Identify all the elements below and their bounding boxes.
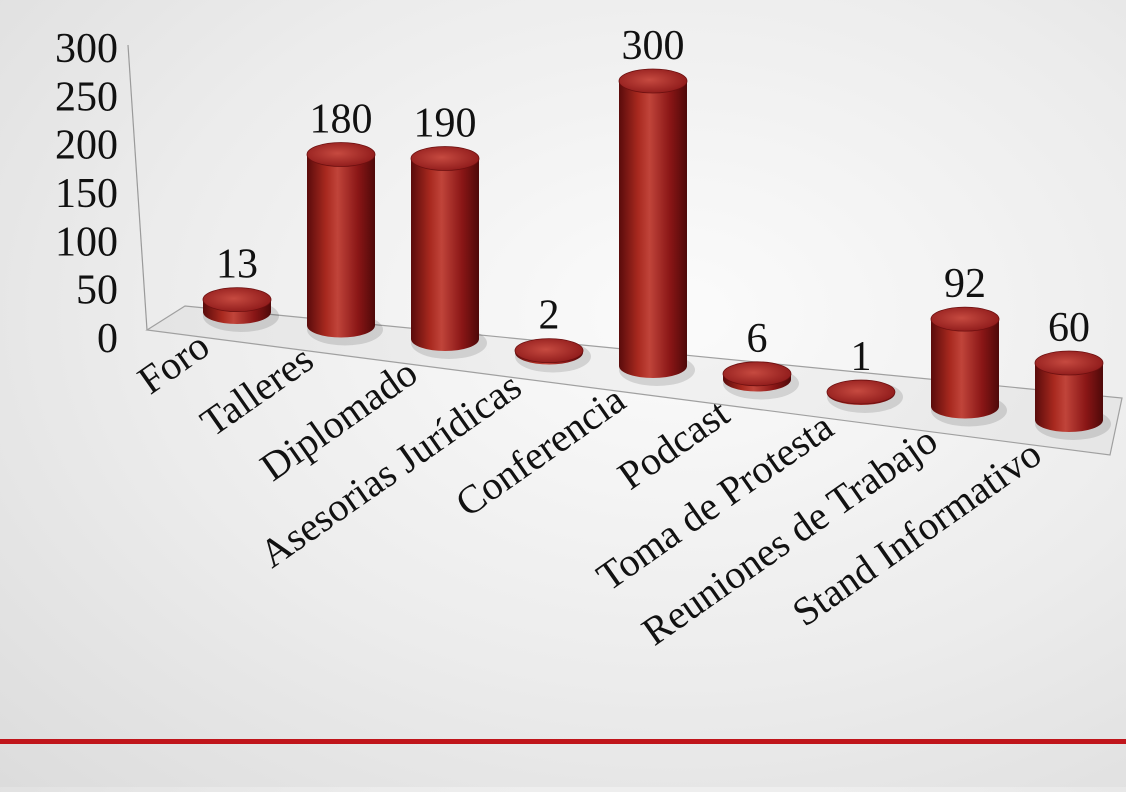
bar-6 [722, 361, 799, 400]
data-label: 300 [622, 23, 685, 69]
bar-body [1035, 363, 1103, 432]
bar-3 [410, 146, 487, 359]
bar-top [930, 306, 1000, 332]
bar-5 [618, 68, 695, 386]
bar-top [1034, 350, 1104, 376]
data-label: 2 [539, 293, 560, 339]
y-tick-label: 50 [76, 268, 118, 314]
data-label: 1 [851, 334, 872, 380]
bar-top [826, 379, 896, 405]
bar-top [202, 287, 272, 313]
back-wall-edge [127, 44, 148, 331]
bar-top [618, 68, 688, 94]
y-tick-label: 100 [55, 219, 118, 265]
bar-body [931, 319, 999, 419]
data-label: 6 [747, 316, 768, 362]
bar-top [306, 142, 376, 167]
data-label: 92 [944, 261, 986, 307]
bar-body [411, 158, 479, 351]
bar-top [514, 338, 584, 364]
bar-2 [306, 142, 383, 346]
y-tick-label: 150 [55, 171, 118, 217]
y-tick-label: 300 [55, 26, 118, 72]
data-label: 13 [216, 242, 258, 288]
data-label: 180 [310, 97, 373, 143]
data-label: 190 [414, 101, 477, 147]
bars [202, 68, 1111, 440]
bar-4 [514, 338, 591, 373]
bar-top [722, 361, 792, 387]
bar-body [619, 81, 687, 378]
data-label: 60 [1048, 305, 1090, 351]
bar-1 [202, 287, 279, 332]
floor-plane [145, 305, 1123, 456]
y-tick-label: 250 [55, 74, 118, 120]
data-labels: 13 180 190 2 300 6 1 92 60 [216, 23, 1090, 380]
y-tick-label: 0 [97, 316, 118, 362]
y-tick-label: 200 [55, 123, 118, 169]
axes [127, 44, 1123, 456]
bottom-red-rule [0, 739, 1126, 744]
bar-7 [826, 379, 903, 413]
bar-body [307, 154, 375, 338]
bar-9 [1034, 350, 1111, 440]
bar-8 [930, 306, 1007, 427]
bar-top [410, 146, 480, 171]
